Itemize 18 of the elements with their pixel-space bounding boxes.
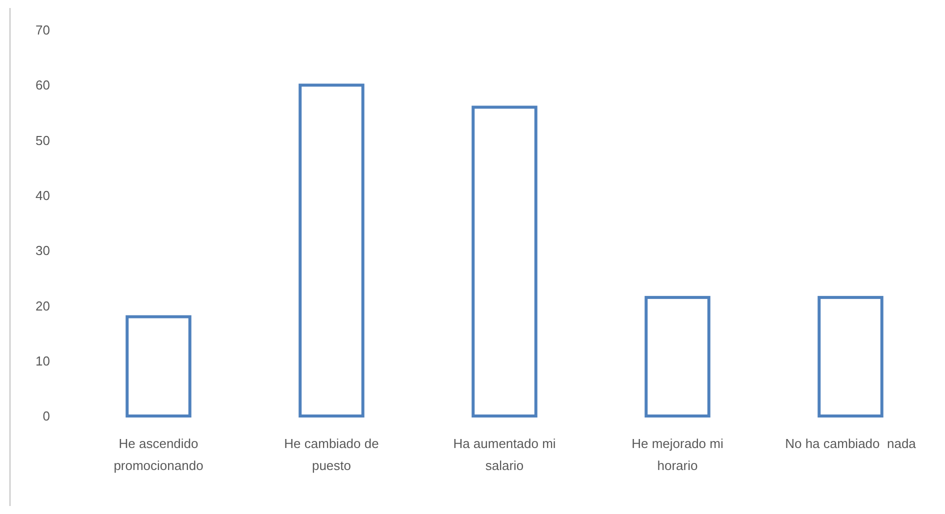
y-tick-label: 70: [36, 22, 50, 38]
x-tick-label: He cambiado de puesto: [284, 436, 379, 473]
y-tick-label: 40: [36, 188, 50, 203]
y-tick-label: 60: [36, 78, 50, 93]
y-tick-label: 50: [36, 132, 50, 148]
x-tick-label: No ha cambiado nada: [785, 436, 917, 451]
x-tick-label: Ha aumentado mi salario: [453, 436, 556, 473]
bar: [472, 106, 538, 418]
bar: [298, 84, 364, 418]
bar: [644, 296, 710, 418]
x-tick-label: He mejorado mi horario: [632, 436, 724, 473]
bar: [126, 315, 192, 418]
x-tick-label: He ascendido promocionando: [114, 436, 204, 473]
y-tick-label: 0: [42, 408, 50, 424]
y-tick-label: 30: [36, 243, 50, 258]
y-tick-label: 10: [36, 353, 50, 368]
y-tick-label: 20: [36, 298, 50, 314]
bar: [818, 296, 884, 418]
